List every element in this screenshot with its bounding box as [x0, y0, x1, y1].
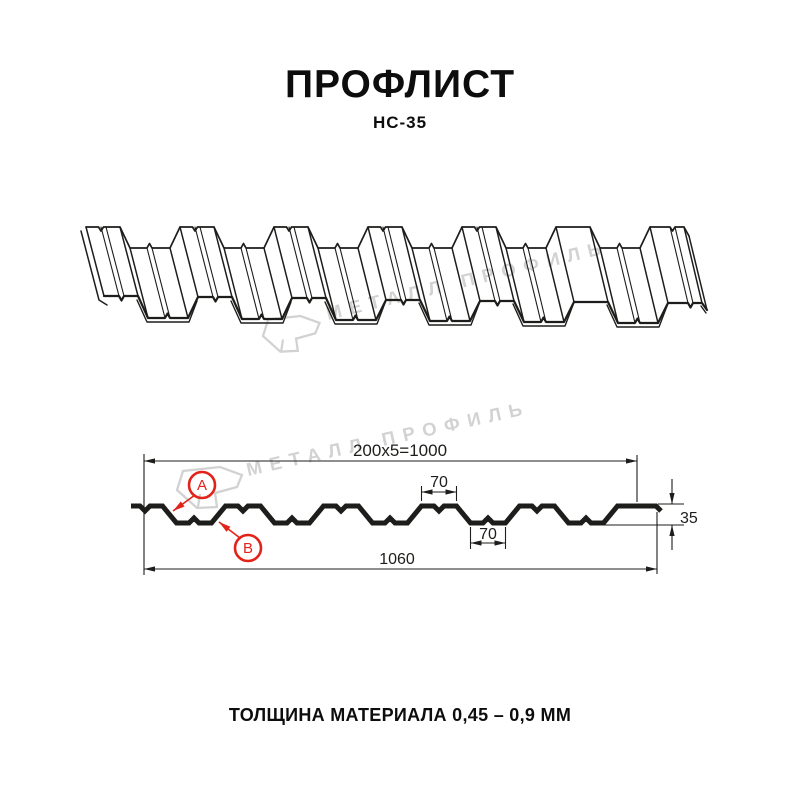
page-title: ПРОФЛИСТ — [284, 63, 516, 106]
dimension-height: 35 — [680, 510, 698, 527]
metall-profil-logo-icon — [261, 314, 321, 353]
callout-a-label: A — [197, 477, 207, 494]
callout-a: A — [172, 470, 217, 512]
dimension-valley-width: 70 — [479, 526, 497, 543]
material-thickness-note: ТОЛЩИНА МАТЕРИАЛА 0,45 – 0,9 ММ — [228, 705, 572, 725]
profile-3d-drawing — [80, 226, 709, 328]
cross-section-drawing: 200x5=1000 70 70 35 1060 A B — [131, 441, 698, 575]
dimension-overall-width: 1060 — [379, 551, 415, 568]
dimension-working-width: 200x5=1000 — [353, 441, 447, 460]
callout-b-circle — [233, 533, 263, 563]
callout-a-circle — [187, 470, 217, 500]
far-edge-profile — [85, 226, 690, 249]
stiffener-lines — [100, 226, 694, 324]
profile-model-subtitle: НС-35 — [372, 113, 428, 132]
callout-b-arrow — [218, 521, 241, 539]
dimension-lines — [143, 454, 684, 575]
callout-a-arrow — [172, 494, 196, 512]
watermark-text: МЕТАЛЛ ПРОФИЛЬ — [244, 397, 531, 480]
callout-b: B — [218, 521, 263, 563]
fold-lines — [80, 226, 708, 324]
thickness-lip-lines — [136, 299, 707, 328]
dimension-crest-width: 70 — [430, 474, 448, 491]
callout-b-label: B — [243, 540, 253, 557]
section-profile-line — [131, 503, 663, 526]
